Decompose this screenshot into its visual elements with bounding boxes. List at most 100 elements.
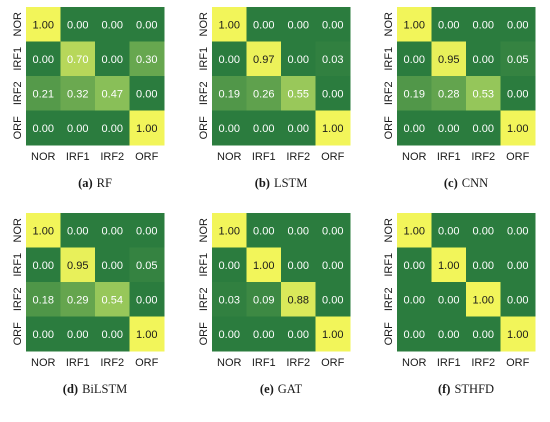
cell-value-label: 0.00 — [102, 54, 123, 66]
x-tick-label: IRF2 — [100, 151, 124, 163]
y-tick-label: ORF — [12, 322, 24, 346]
heatmap-cell — [26, 76, 61, 111]
heatmap-cell — [246, 41, 282, 77]
y-tick-label: IRF1 — [12, 47, 24, 71]
heatmap-cell — [129, 213, 165, 248]
cell-value-label: 0.00 — [404, 123, 425, 135]
heatmap-cell — [281, 110, 316, 146]
heatmap-cell — [281, 247, 316, 283]
panel-caption: (a) RF — [78, 176, 112, 190]
heatmap-cell — [315, 110, 351, 146]
cell-value-label: 1.00 — [438, 260, 459, 272]
cell-value-label: 0.00 — [404, 260, 425, 272]
heatmap-cell — [95, 282, 130, 317]
cell-value-label: 0.03 — [219, 294, 240, 306]
heatmap-cell — [212, 110, 247, 146]
cell-value-label: 0.53 — [473, 88, 494, 100]
panel-caption: (c) CNN — [444, 176, 488, 190]
cell-value-label: 0.00 — [404, 54, 425, 66]
cell-value-label: 0.00 — [102, 260, 123, 272]
heatmap-cell — [129, 76, 165, 111]
cell-value-label: 0.05 — [507, 54, 528, 66]
heatmap-cell — [500, 41, 536, 77]
cell-value-label: 0.00 — [136, 19, 157, 31]
heatmap-cell — [397, 41, 432, 77]
heatmap-cell — [129, 41, 165, 77]
heatmap-cell — [60, 282, 96, 317]
heatmap-cell — [246, 316, 282, 352]
heatmap-cell — [60, 41, 96, 77]
caption-letter: (a) — [78, 176, 93, 190]
heatmap-cell — [466, 110, 501, 146]
cell-value-label: 0.00 — [102, 329, 123, 341]
heatmap-cell — [466, 76, 501, 111]
heatmap-cell — [212, 247, 247, 283]
cell-value-label: 0.00 — [473, 225, 494, 237]
cell-value-label: 0.00 — [473, 260, 494, 272]
y-tick-label: NOR — [12, 12, 24, 37]
cell-value-label: 0.55 — [288, 88, 309, 100]
heatmap-cell — [246, 247, 282, 283]
heatmap-cell — [281, 282, 316, 317]
x-tick-label: ORF — [506, 357, 530, 369]
y-tick-label: IRF2 — [383, 81, 395, 105]
cell-value-label: 0.00 — [473, 123, 494, 135]
cell-value-label: 0.21 — [33, 88, 54, 100]
cell-value-label: 0.00 — [219, 54, 240, 66]
caption-letter: (c) — [444, 176, 458, 190]
cell-value-label: 0.18 — [33, 294, 54, 306]
cell-value-label: 0.00 — [438, 225, 459, 237]
x-tick-label: NOR — [217, 357, 242, 369]
cell-value-label: 0.00 — [67, 329, 88, 341]
heatmap-cell — [397, 282, 432, 317]
cell-value-label: 0.00 — [404, 329, 425, 341]
heatmap-cell — [431, 76, 467, 111]
cell-value-label: 0.00 — [438, 123, 459, 135]
cell-value-label: 0.88 — [288, 294, 309, 306]
heatmap-cell — [431, 316, 467, 352]
y-tick-label: IRF2 — [12, 81, 24, 105]
heatmap-cell — [60, 316, 96, 352]
cell-value-label: 1.00 — [136, 123, 157, 135]
heatmap-cell — [95, 316, 130, 352]
cell-value-label: 0.00 — [33, 260, 54, 272]
heatmap-cell — [246, 213, 282, 248]
cell-value-label: 0.00 — [288, 329, 309, 341]
x-tick-label: ORF — [135, 151, 159, 163]
cell-value-label: 1.00 — [404, 19, 425, 31]
caption-name: CNN — [462, 176, 488, 190]
cell-value-label: 0.00 — [253, 225, 274, 237]
cell-value-label: 0.00 — [136, 88, 157, 100]
caption-letter: (d) — [63, 382, 78, 396]
y-tick-label: IRF1 — [198, 47, 210, 71]
y-tick-label: ORF — [12, 116, 24, 140]
y-tick-label: IRF1 — [383, 47, 395, 71]
cell-value-label: 0.19 — [404, 88, 425, 100]
cell-value-label: 1.00 — [507, 123, 528, 135]
cell-value-label: 0.00 — [322, 225, 343, 237]
cell-value-label: 0.32 — [67, 88, 88, 100]
x-tick-label: NOR — [31, 357, 56, 369]
cell-value-label: 0.00 — [507, 260, 528, 272]
panel-caption: (d) BiLSTM — [63, 382, 127, 396]
cell-value-label: 1.00 — [507, 329, 528, 341]
y-tick-label: IRF2 — [12, 287, 24, 311]
heatmap-cell — [397, 213, 432, 248]
y-tick-label: NOR — [383, 218, 395, 243]
x-tick-label: IRF2 — [100, 357, 124, 369]
cell-value-label: 0.47 — [102, 88, 123, 100]
heatmap-cell — [26, 41, 61, 77]
cell-value-label: 0.00 — [288, 123, 309, 135]
heatmap-cell — [315, 41, 351, 77]
cell-value-label: 0.30 — [136, 54, 157, 66]
cell-value-label: 0.00 — [322, 294, 343, 306]
y-tick-label: NOR — [198, 12, 210, 37]
cell-value-label: 0.00 — [507, 19, 528, 31]
cell-value-label: 0.05 — [136, 260, 157, 272]
heatmap-cell — [95, 213, 130, 248]
x-tick-label: NOR — [217, 151, 242, 163]
heatmap-cell — [281, 41, 316, 77]
heatmap-cell — [397, 110, 432, 146]
heatmap-cell — [26, 213, 61, 248]
y-tick-label: IRF2 — [198, 81, 210, 105]
